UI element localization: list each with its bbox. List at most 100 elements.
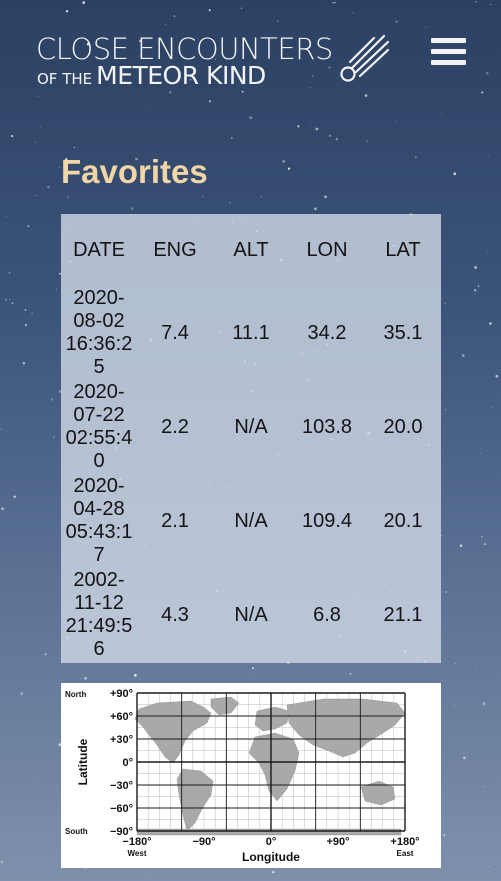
star: [0, 428, 1, 431]
time-part: 21:49:56: [65, 615, 133, 660]
star: [22, 362, 26, 365]
star: [84, 32, 85, 34]
star: [352, 12, 354, 14]
date-part: 07-22: [73, 404, 125, 426]
star: [440, 534, 442, 536]
star: [297, 125, 300, 128]
star: [246, 45, 249, 47]
site-logo[interactable]: CLOSE ENCOUNTERS OF THE METEOR KIND: [36, 30, 390, 90]
star: [131, 207, 134, 210]
column-header-eng[interactable]: ENG: [153, 238, 197, 261]
north-label: North: [65, 690, 86, 699]
star: [489, 3, 492, 6]
alt-cell: N/A: [234, 509, 268, 532]
star: [0, 860, 3, 864]
star: [314, 207, 317, 211]
hamburger-menu-icon[interactable]: [431, 36, 466, 66]
star: [324, 195, 328, 199]
alt-cell: N/A: [234, 603, 268, 626]
eng-cell: 2.1: [161, 509, 189, 532]
star: [59, 272, 61, 275]
star: [31, 312, 33, 314]
lat-cell: 21.1: [383, 603, 423, 626]
star: [474, 266, 477, 269]
star: [219, 65, 223, 68]
meteor-icon: [340, 34, 390, 82]
column-header-alt[interactable]: ALT: [233, 238, 269, 261]
star: [272, 871, 275, 874]
star: [481, 91, 484, 94]
star: [82, 1, 86, 4]
star: [123, 664, 125, 666]
star: [38, 775, 40, 777]
date-part: 2020-: [73, 475, 125, 497]
table-row[interactable]: 2020- 04-28 05:43:17 2.1 N/A 109.4 20.1: [61, 474, 441, 568]
star: [58, 743, 62, 746]
star: [332, 1, 335, 4]
star: [475, 665, 477, 667]
column-header-date[interactable]: DATE: [73, 238, 125, 261]
time-part: 05:43:17: [65, 521, 133, 566]
star: [474, 289, 477, 292]
star: [453, 172, 457, 176]
star: [461, 354, 465, 357]
star: [208, 9, 211, 12]
table-row[interactable]: 2020- 08-02 16:36:25 7.4 11.1 34.2 35.1: [61, 286, 441, 380]
star: [84, 677, 87, 680]
lon-cell: 103.8: [301, 415, 353, 438]
latitude-tick-label: −30°: [110, 780, 133, 792]
world-map[interactable]: +90° +60° +30° 0° −30° −60° −90° North South −180…: [61, 683, 441, 868]
date-cell: 2020- 08-02 16:36:25: [61, 286, 137, 380]
longitude-tick-label: +90°: [326, 836, 349, 848]
star: [495, 374, 499, 378]
star: [334, 1, 336, 4]
star: [287, 167, 291, 170]
time-part: 16:36:25: [65, 333, 133, 378]
star: [37, 95, 39, 98]
star: [241, 90, 244, 93]
alt-cell: N/A: [234, 415, 268, 438]
star: [40, 126, 42, 128]
africa-shape: [248, 732, 300, 802]
star: [328, 66, 331, 69]
date-part: 2002-: [73, 569, 125, 591]
star: [482, 702, 486, 706]
star: [443, 834, 446, 837]
greenland-shape: [210, 696, 240, 716]
table-row[interactable]: 2002- 11-12 21:49:56 4.3 N/A 6.8 21.1: [61, 568, 441, 662]
star: [169, 91, 172, 94]
latitude-tick-label: −90°: [110, 826, 133, 838]
star: [34, 141, 36, 143]
star: [309, 125, 311, 127]
star: [440, 113, 442, 115]
star: [477, 285, 480, 288]
menu-bar: [431, 49, 466, 54]
menu-bar: [431, 38, 466, 43]
star: [327, 6, 329, 8]
star: [415, 156, 417, 158]
lat-cell: 20.0: [383, 415, 423, 438]
longitude-axis-label: Longitude: [242, 850, 300, 864]
star: [486, 251, 488, 253]
star: [24, 324, 27, 327]
date-cell: 2020- 07-22 02:55:40: [61, 380, 137, 474]
north-america-shape: [134, 700, 212, 764]
star: [335, 138, 338, 141]
logo-line2-small: OF THE: [37, 70, 93, 88]
star: [50, 398, 53, 401]
column-header-lon[interactable]: LON: [306, 238, 348, 261]
star: [147, 879, 148, 881]
column-header-lat[interactable]: LAT: [385, 238, 421, 261]
antarctica-shape: [136, 828, 402, 836]
star: [488, 865, 491, 868]
star: [138, 39, 142, 43]
star: [13, 495, 16, 498]
table-row[interactable]: 2020- 07-22 02:55:40 2.2 N/A 103.8 20.0: [61, 380, 441, 474]
star: [189, 78, 192, 81]
star: [146, 108, 148, 110]
star: [349, 672, 352, 675]
star: [147, 180, 149, 182]
eng-cell: 7.4: [161, 321, 189, 344]
alt-cell: 11.1: [232, 321, 270, 344]
star: [481, 535, 483, 538]
